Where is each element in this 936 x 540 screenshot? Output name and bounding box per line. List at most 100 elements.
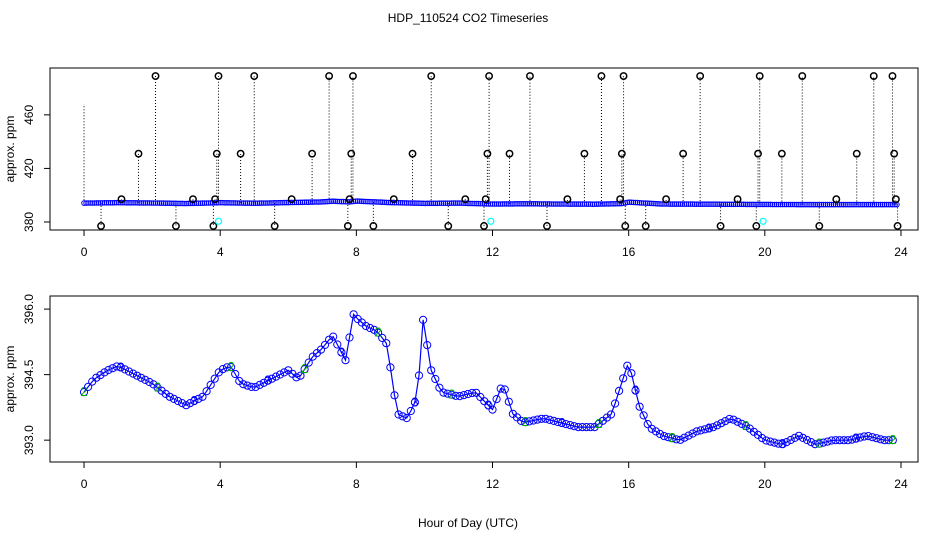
outlier-point <box>752 222 761 230</box>
co2-point <box>108 364 117 373</box>
co2-point <box>860 432 869 441</box>
co2-point <box>713 421 722 430</box>
baseline-point <box>828 201 835 208</box>
co2-point <box>451 391 460 400</box>
bottom-y-tick-label: 394.5 <box>22 359 36 389</box>
baseline-point <box>861 201 868 208</box>
outlier-point <box>832 195 841 204</box>
co2-point <box>231 369 240 379</box>
co2-point-label: 2 <box>669 430 676 445</box>
bottom-y-tick-label: 396.0 <box>22 294 36 324</box>
co2-point <box>423 341 432 350</box>
co2-point <box>500 385 509 394</box>
outlier-point <box>408 149 417 158</box>
baseline-point <box>704 201 710 207</box>
baseline-point <box>693 201 700 207</box>
co2-point <box>537 414 546 423</box>
co2-point <box>676 435 685 444</box>
baseline-point <box>493 201 500 207</box>
baseline-point <box>763 201 770 208</box>
co2-point <box>227 363 236 372</box>
co2-point <box>778 440 787 449</box>
co2-point <box>668 434 677 443</box>
baseline-point <box>820 201 827 208</box>
outlier-point <box>481 195 490 204</box>
top-y-tick-label: 380 <box>22 212 36 232</box>
baseline-point <box>101 200 108 206</box>
outlier-point <box>214 72 223 80</box>
co2-point <box>578 423 587 432</box>
co2-point <box>280 368 289 377</box>
bottom-y-tick-label: 393.0 <box>22 425 36 455</box>
co2-point <box>549 416 558 425</box>
co2-point <box>819 438 828 447</box>
outlier-point <box>597 72 606 80</box>
co2-point-label: 3 <box>632 383 639 398</box>
co2-point <box>794 431 804 440</box>
outlier-point <box>893 222 902 230</box>
top-x-tick-label: 24 <box>894 245 908 259</box>
bottom-x-tick-label: 16 <box>622 477 636 491</box>
chart-title: HDP_110524 CO2 Timeseries <box>388 11 549 25</box>
baseline-point <box>491 201 498 207</box>
co2-point-label: 2 <box>301 361 308 376</box>
baseline-point <box>598 201 604 207</box>
baseline-point <box>814 201 821 208</box>
co2-point <box>700 425 710 434</box>
co2-point <box>733 417 742 426</box>
co2-point <box>455 392 464 401</box>
co2-point <box>553 417 563 427</box>
baseline-point <box>140 200 147 206</box>
baseline-point <box>228 200 234 206</box>
baseline-point <box>875 201 882 208</box>
co2-point <box>615 386 624 395</box>
co2-point <box>639 411 648 420</box>
baseline-point <box>787 201 794 208</box>
baseline-point <box>849 201 855 208</box>
outlier-point <box>287 195 296 204</box>
co2-point-label: 3 <box>852 431 859 446</box>
outlier-point <box>369 222 378 230</box>
co2-point <box>798 433 808 442</box>
co2-point <box>374 328 383 337</box>
baseline-point <box>608 201 614 207</box>
baseline-point <box>450 200 457 206</box>
co2-point <box>533 415 542 424</box>
baseline-point <box>839 201 845 208</box>
co2-point <box>206 380 215 389</box>
baseline-point <box>371 199 377 205</box>
baseline-point <box>851 201 857 208</box>
baseline-point <box>530 201 537 207</box>
outlier-point <box>212 149 221 158</box>
co2-point <box>427 366 436 375</box>
co2-point-label: 3 <box>191 393 198 408</box>
co2-point <box>296 371 305 380</box>
outlier-point <box>236 149 245 158</box>
baseline-point <box>677 201 684 207</box>
baseline-point <box>800 201 806 208</box>
co2-point-label: 2 <box>742 418 749 433</box>
baseline-point <box>557 201 563 207</box>
co2-point <box>402 413 411 423</box>
bottom-x-tick-label: 8 <box>353 477 360 491</box>
co2-point <box>762 436 771 445</box>
co2-point <box>190 396 199 406</box>
co2-point <box>864 432 873 441</box>
co2-point <box>741 421 750 431</box>
baseline-point <box>755 201 761 208</box>
co2-point <box>647 424 656 433</box>
baseline-point <box>144 200 151 206</box>
co2-point <box>137 373 146 382</box>
baseline-point <box>689 201 696 207</box>
baseline-point <box>749 201 755 208</box>
baseline-point <box>301 199 308 205</box>
top-y-tick-label: 460 <box>22 105 36 125</box>
co2-point <box>329 332 338 341</box>
co2-point <box>631 386 640 395</box>
top-panel-y-axis: 380 420 460 <box>22 105 50 232</box>
outlier-point <box>755 72 764 80</box>
baseline-point <box>681 201 688 207</box>
baseline-point <box>271 200 277 206</box>
outlier-point <box>444 222 453 230</box>
